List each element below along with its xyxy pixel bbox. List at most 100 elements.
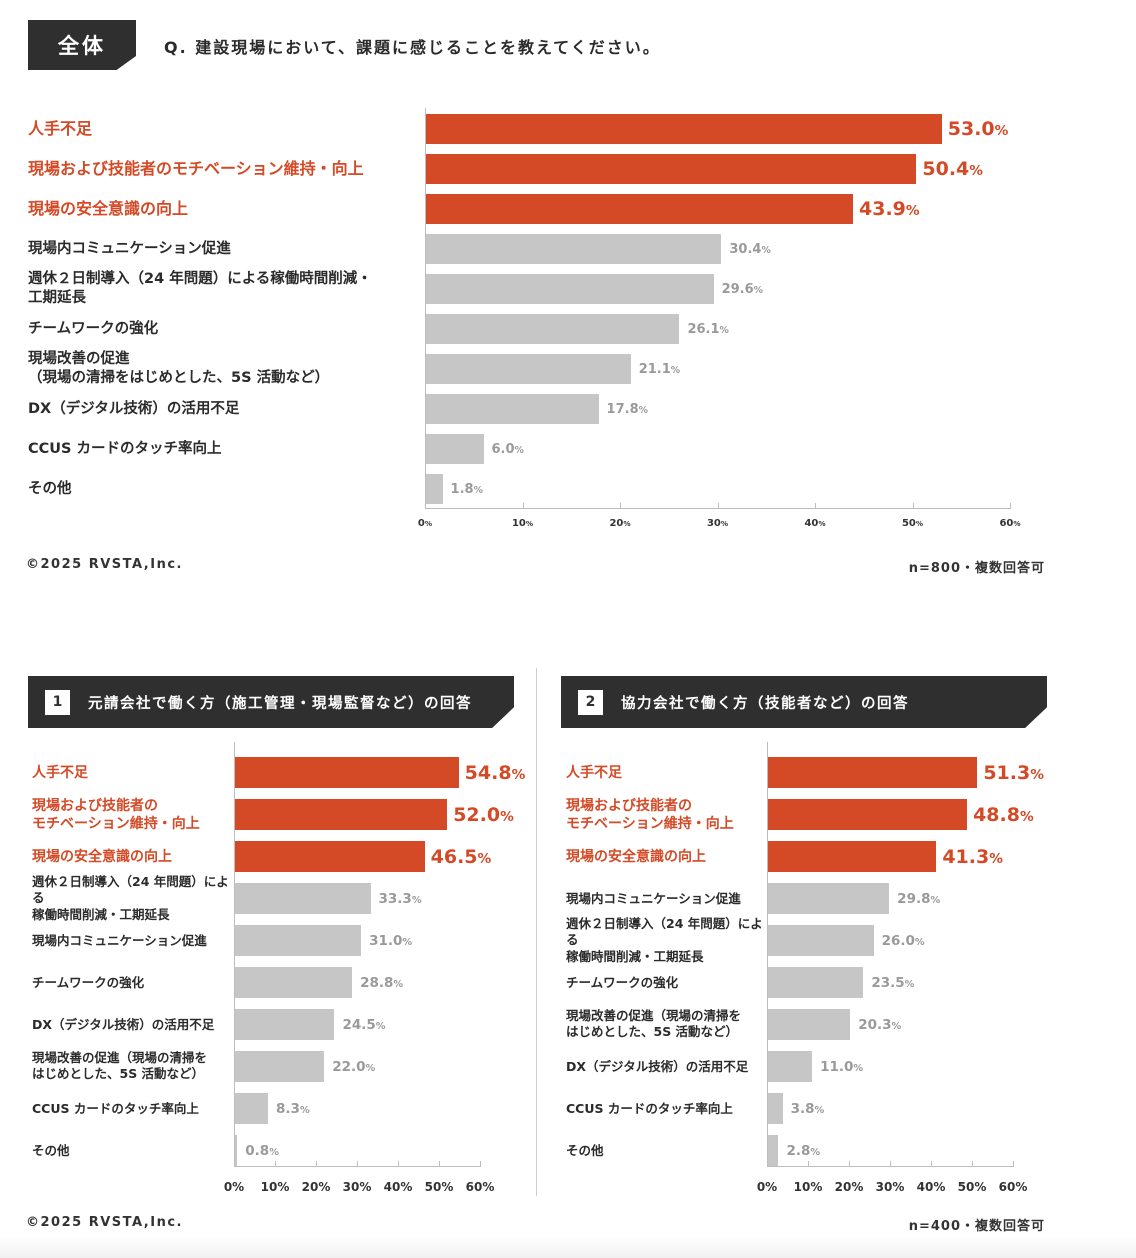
value-number: 22.0 (332, 1058, 366, 1075)
value-unit: % (477, 850, 492, 867)
value-unit: % (853, 1062, 864, 1074)
value-number: 53.0 (947, 118, 995, 140)
value-label: 26.1% (687, 322, 728, 337)
x-tick-label: 0% (223, 1180, 245, 1194)
value-unit: % (511, 766, 526, 783)
value-number: 21.1 (638, 361, 671, 377)
value-unit: % (411, 894, 422, 906)
x-tick (912, 503, 914, 509)
category-label: 人手不足 (32, 764, 88, 781)
value-number: 6.0 (491, 441, 515, 457)
copyright-bottom: ©2025 RVSTA,Inc. (26, 1215, 183, 1230)
x-tick (815, 503, 816, 509)
value-label: 8.3% (276, 1101, 310, 1117)
value-label: 22.0% (332, 1059, 375, 1075)
value-unit: % (365, 1062, 376, 1074)
page-bottom-fade (0, 1236, 1136, 1258)
value-label: 54.8% (465, 762, 526, 784)
section-number: 2 (578, 689, 603, 715)
value-label: 52.0% (453, 804, 514, 826)
value-number: 51.3 (983, 761, 1031, 784)
value-unit: % (810, 1146, 821, 1158)
value-unit: % (994, 123, 1009, 139)
category-label: CCUS カードのタッチ率向上 (32, 1100, 199, 1116)
category-label: 現場の安全意識の向上 (566, 848, 706, 865)
x-tick (931, 1161, 932, 1167)
x-tick (316, 1161, 317, 1167)
section-header-partner: 2 協力会社で働く方（技能者など）の回答 (561, 676, 1047, 728)
value-number: 30.4 (729, 241, 762, 257)
value-unit: % (1030, 766, 1044, 783)
y-axis-line (234, 742, 235, 1166)
value-label: 24.5% (342, 1017, 385, 1033)
category-label: DX（デジタル技術）の活用不足 (566, 1058, 749, 1074)
bar (767, 757, 978, 788)
x-tick-label: 30% (342, 1180, 372, 1194)
x-tick-label: 10% (512, 518, 533, 529)
bar (425, 354, 631, 384)
category-label: チームワークの強化 (566, 974, 679, 990)
value-unit: % (670, 364, 681, 376)
value-unit: % (904, 978, 915, 990)
tick-number: 0 (417, 518, 425, 529)
value-label: 0.8% (245, 1143, 279, 1159)
bar (425, 194, 854, 224)
value-number: 11.0 (820, 1058, 854, 1075)
tick-number: 50 (901, 518, 916, 529)
value-label: 29.8% (897, 891, 940, 907)
value-label: 1.8% (451, 482, 483, 497)
bar (234, 1009, 335, 1040)
value-label: 11.0% (820, 1059, 863, 1075)
overall-tag: 全体 (28, 20, 136, 70)
x-tick-label: 50% (424, 1180, 454, 1194)
x-tick-label: 20% (834, 1180, 864, 1194)
bar (234, 1135, 238, 1166)
category-label: 現場改善の促進（現場の清掃を はじめとした、5S 活動など） (32, 1050, 208, 1082)
value-number: 23.5 (871, 974, 905, 991)
x-tick (717, 503, 719, 509)
bar (767, 883, 890, 914)
value-label: 41.3% (942, 846, 1003, 868)
bar (234, 967, 353, 998)
value-unit: % (473, 484, 483, 496)
value-label: 28.8% (360, 975, 403, 991)
x-tick (357, 1161, 358, 1167)
value-number: 2.8 (786, 1142, 811, 1159)
category-label: 人手不足 (28, 118, 93, 138)
bar (425, 474, 443, 504)
tick-number: 30 (706, 518, 721, 529)
x-tick-label: 60% (999, 518, 1020, 529)
category-label: DX（デジタル技術）の活用不足 (32, 1016, 215, 1032)
x-tick-label: 40% (383, 1180, 413, 1194)
value-number: 43.9 (859, 198, 906, 220)
value-number: 8.3 (276, 1100, 300, 1117)
value-number: 41.3 (942, 845, 990, 868)
x-tick (480, 1161, 481, 1167)
bar (234, 883, 371, 914)
value-label: 31.0% (369, 933, 412, 949)
x-tick-label: 40% (916, 1180, 946, 1194)
section-title: 元請会社で働く方（施工管理・現場監督など）の回答 (88, 695, 472, 712)
bar (767, 967, 864, 998)
value-unit: % (638, 404, 648, 416)
tick-unit: % (525, 519, 534, 528)
category-label: 週休２日制導入（24 年問題）による 稼働時間削減・工期延長 (566, 916, 763, 964)
tick-number: 40 (804, 518, 819, 529)
tick-unit: % (1013, 519, 1021, 528)
section-title: 協力会社で働く方（技能者など）の回答 (621, 695, 909, 712)
category-label: チームワークの強化 (28, 320, 159, 337)
value-unit: % (393, 978, 404, 990)
sample-note-bottom: n=400・複数回答可 (908, 1219, 1045, 1234)
tick-unit: % (720, 519, 729, 528)
value-unit: % (753, 284, 764, 296)
tick-number: 20 (609, 518, 624, 529)
value-label: 6.0% (492, 442, 524, 457)
value-number: 52.0 (453, 803, 501, 826)
x-tick (972, 1161, 973, 1167)
x-tick-label: 20% (301, 1180, 331, 1194)
x-tick (425, 503, 426, 509)
section-number: 1 (45, 689, 70, 715)
value-number: 29.8 (897, 890, 931, 907)
category-label: 現場改善の促進 （現場の清掃をはじめとした、5S 活動など） (28, 351, 330, 386)
category-label: チームワークの強化 (32, 974, 145, 990)
